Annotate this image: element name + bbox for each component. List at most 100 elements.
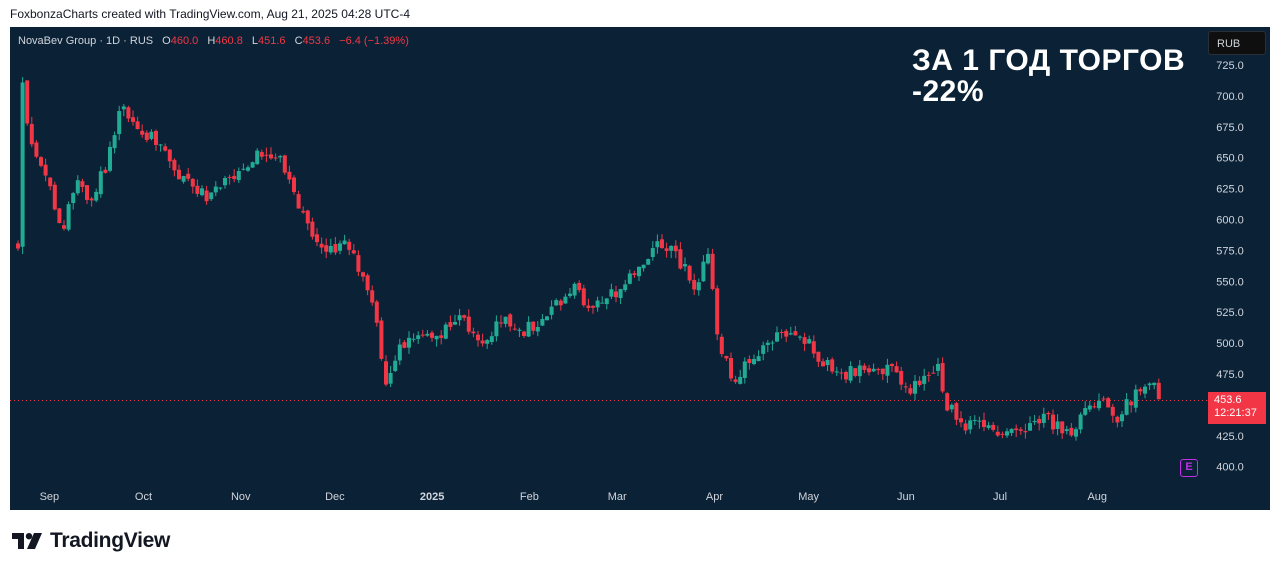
candle-body [1097, 400, 1101, 409]
tradingview-logo[interactable]: TradingView [12, 529, 170, 553]
candle-body [908, 388, 913, 394]
currency-badge[interactable]: RUB [1208, 31, 1266, 55]
candle-body [747, 359, 752, 364]
candle-body [1152, 382, 1157, 386]
candle-body [420, 334, 425, 336]
x-tick-label: Apr [706, 491, 723, 503]
candle-body [876, 369, 881, 371]
y-tick-label: 650.0 [1216, 153, 1244, 165]
candle-body [986, 425, 991, 428]
candle-body [39, 157, 43, 166]
candle-body [1129, 401, 1134, 406]
candle-body [85, 185, 89, 200]
candle-body [480, 340, 485, 344]
candle-body [517, 329, 522, 331]
x-tick-label: 2025 [420, 491, 444, 503]
candle-body [1143, 386, 1147, 394]
x-tick-label: Jun [897, 491, 915, 503]
candle-body [963, 423, 968, 431]
candle-body [1115, 416, 1120, 423]
candle-body [719, 336, 724, 355]
candle-body [600, 302, 605, 304]
candle-body [931, 372, 936, 374]
candle-body [66, 204, 71, 230]
y-tick-label: 700.0 [1216, 91, 1244, 103]
candle-body [554, 300, 559, 306]
candle-body [296, 194, 301, 209]
candle-body [871, 368, 876, 372]
chart-credit: FoxbonzaCharts created with TradingView.… [10, 7, 411, 21]
candle-body [388, 373, 393, 384]
candle-body [673, 245, 678, 252]
candle-body [549, 306, 554, 315]
candle-body [595, 300, 600, 308]
candle-body [742, 361, 747, 379]
low-value: 451.6 [258, 35, 286, 47]
candle-body [844, 372, 848, 380]
candle-body [250, 162, 255, 168]
change-value: −6.4 (−1.39%) [339, 35, 409, 47]
candle-body [531, 321, 536, 331]
x-tick-label: May [798, 491, 819, 503]
candle-body [75, 180, 80, 194]
y-tick-label: 550.0 [1216, 276, 1244, 288]
candle-body [1138, 389, 1143, 392]
candle-body [333, 243, 338, 253]
candle-body [158, 144, 163, 146]
candle-body [830, 359, 835, 372]
candle-body [204, 190, 209, 202]
candle-body [34, 142, 39, 157]
candle-body [664, 248, 669, 251]
candle-body [94, 191, 99, 201]
close-label: C [294, 35, 303, 47]
candle-body [1018, 429, 1023, 431]
candle-body [485, 340, 490, 344]
candle-body [457, 315, 462, 321]
candlestick-chart[interactable]: 725.0 700.0 675.0 650.0 625.0 600.0 575.0 550.0… [10, 27, 1270, 510]
candle-body [738, 376, 743, 384]
candle-body [655, 241, 660, 248]
y-tick-label: 575.0 [1216, 245, 1244, 257]
candle-body [788, 333, 793, 335]
candle-body [384, 361, 388, 385]
candle-body [227, 176, 232, 178]
candle-body [1078, 414, 1083, 430]
candle-body [1005, 431, 1009, 436]
candle-body [959, 418, 963, 423]
candle-body [361, 272, 365, 277]
candle-body [710, 253, 715, 289]
candle-body [949, 404, 954, 410]
candle-body [696, 282, 701, 291]
candle-body [443, 324, 448, 339]
candle-body [126, 107, 131, 119]
candle-body [1014, 428, 1019, 431]
candle-body [154, 130, 158, 145]
y-tick-label: 525.0 [1216, 307, 1244, 319]
candle-body [821, 361, 825, 367]
candle-body [522, 331, 526, 337]
candle-body [489, 336, 494, 342]
candle-body [1051, 414, 1055, 430]
candle-body [899, 370, 904, 385]
candle-body [397, 344, 402, 361]
candle-body [807, 339, 812, 344]
last-price-badge: 453.6 12:21:37 [1208, 392, 1266, 424]
candle-body [1069, 427, 1074, 436]
candle-body [867, 368, 871, 373]
candle-body [669, 245, 674, 251]
chart-panel[interactable]: 725.0 700.0 675.0 650.0 625.0 600.0 575.0 550.0… [10, 27, 1270, 510]
candle-body [310, 221, 315, 237]
y-tick-label: 475.0 [1216, 369, 1244, 381]
candle-body [816, 351, 821, 362]
candle-body [411, 338, 416, 340]
candle-body [131, 117, 135, 122]
last-price: 453.6 [1214, 394, 1242, 406]
candle-body [715, 288, 720, 335]
y-tick-label: 500.0 [1216, 338, 1244, 350]
candle-body [1037, 418, 1042, 424]
candle-body [1110, 406, 1115, 416]
earnings-icon[interactable]: E [1180, 459, 1198, 477]
candle-body [945, 393, 950, 411]
symbol-name[interactable]: NovaBev Group · 1D · RUS [18, 35, 154, 47]
candle-body [577, 282, 582, 291]
